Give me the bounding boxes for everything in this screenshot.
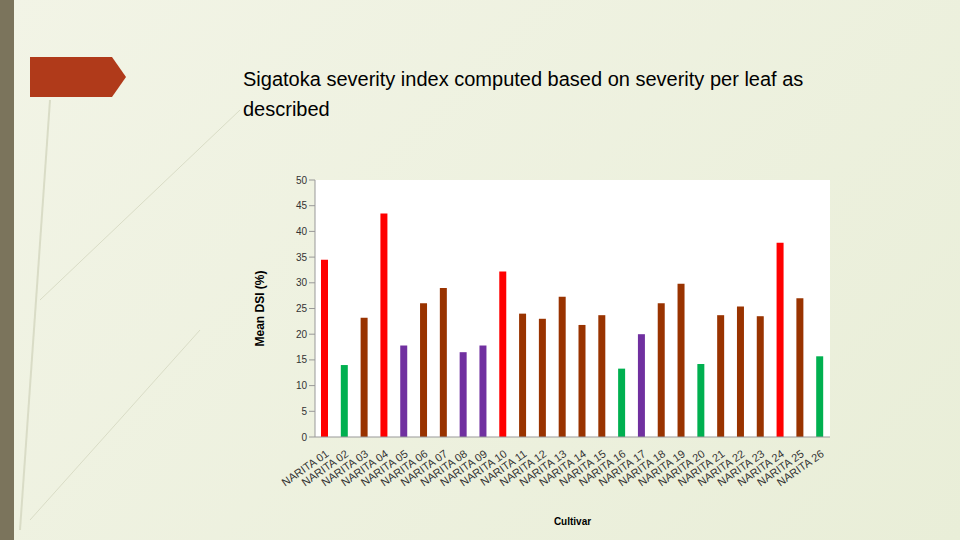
- html-text:Sigatoka severity index comput: Sigatoka severity index computed based o…: [243, 68, 804, 120]
- svg-text:5: 5: [301, 406, 307, 417]
- svg-text:NARITA 14: NARITA 14: [536, 447, 589, 489]
- svg-text:Cultivar: Cultivar: [554, 516, 591, 527]
- svg-text:NARITA 17: NARITA 17: [596, 447, 648, 489]
- svg-text:NARITA 03: NARITA 03: [319, 447, 371, 489]
- svg-text:NARITA 05: NARITA 05: [358, 447, 410, 489]
- svg-text:15: 15: [296, 354, 308, 365]
- svg-text:NARITA 13: NARITA 13: [517, 447, 569, 489]
- svg-text:NARITA 07: NARITA 07: [398, 447, 450, 489]
- svg-text:NARITA 04: NARITA 04: [338, 447, 391, 489]
- svg-text:NARITA 16: NARITA 16: [576, 447, 628, 489]
- svg-text:NARITA 01: NARITA 01: [279, 447, 331, 489]
- svg-text:0: 0: [301, 432, 307, 443]
- svg-text:NARITA 21: NARITA 21: [675, 447, 727, 489]
- svg-text:NARITA 24: NARITA 24: [734, 447, 787, 489]
- svg-text:NARITA 08: NARITA 08: [418, 447, 470, 489]
- svg-text:30: 30: [296, 277, 308, 288]
- svg-text:50: 50: [296, 175, 308, 186]
- svg-text:NARITA 20: NARITA 20: [655, 447, 707, 489]
- svg-text:NARITA 11: NARITA 11: [478, 447, 529, 488]
- svg-text:20: 20: [296, 329, 308, 340]
- svg-text:NARITA 02: NARITA 02: [299, 447, 351, 489]
- svg-text:NARITA 15: NARITA 15: [556, 447, 608, 489]
- svg-text:Mean DSI (%): Mean DSI (%): [253, 270, 267, 346]
- svg-text:35: 35: [296, 252, 308, 263]
- svg-text:NARITA 09: NARITA 09: [437, 447, 490, 489]
- svg-text:NARITA 18: NARITA 18: [616, 447, 668, 489]
- svg-text:25: 25: [296, 303, 308, 314]
- svg-text:NARITA 22: NARITA 22: [695, 447, 747, 489]
- svg-text:NARITA 26: NARITA 26: [775, 447, 826, 488]
- svg-text:NARITA 19: NARITA 19: [635, 447, 688, 489]
- svg-text:45: 45: [296, 200, 308, 211]
- svg-text:NARITA 06: NARITA 06: [378, 447, 430, 489]
- svg-text:NARITA 23: NARITA 23: [715, 447, 767, 489]
- svg-text:NARITA 12: NARITA 12: [497, 447, 549, 489]
- svg-text:40: 40: [296, 226, 308, 237]
- svg-text:NARITA 10: NARITA 10: [457, 447, 509, 489]
- svg-text:10: 10: [296, 380, 308, 391]
- svg-text:NARITA 25: NARITA 25: [754, 447, 806, 489]
